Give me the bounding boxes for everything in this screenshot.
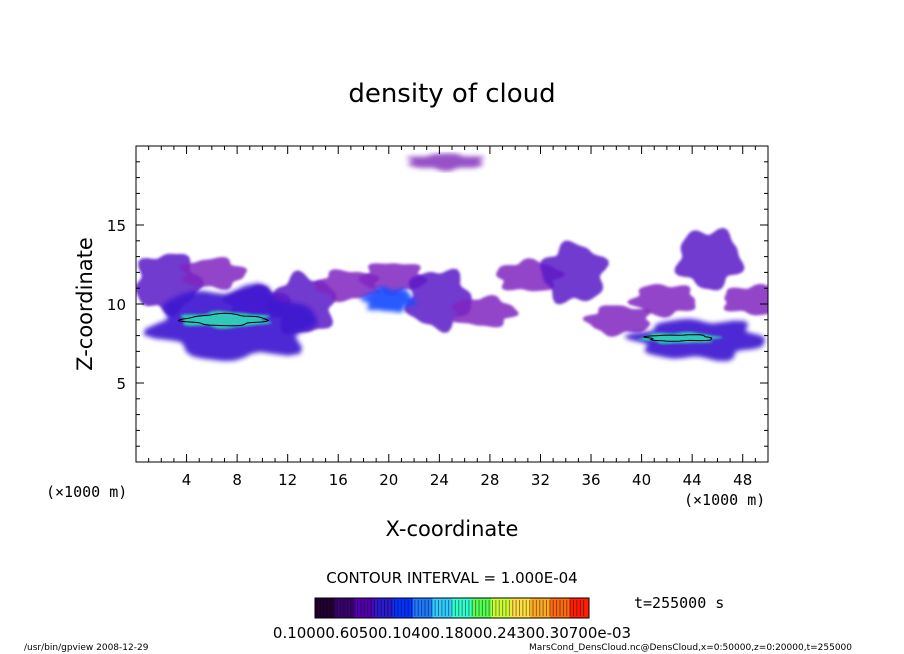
cloud-patch: [451, 295, 519, 328]
y-tick-label: 15: [107, 217, 126, 235]
x-tick-label: 12: [278, 471, 297, 489]
cloud-patch: [582, 305, 651, 337]
footer-program: /usr/bin/gpview 2008-12-29: [24, 643, 149, 653]
colorbar-swatch: [315, 598, 336, 618]
colorbar-swatch: [549, 598, 570, 618]
x-tick-label: 20: [379, 471, 398, 489]
contour-line: [643, 334, 713, 342]
colorbar: [315, 598, 590, 618]
x-tick-label: 24: [430, 471, 449, 489]
x-tick-label: 16: [329, 471, 348, 489]
y-tick-label: 10: [107, 296, 126, 314]
colorbar-swatch: [471, 598, 492, 618]
contour-interval-label: CONTOUR INTERVAL = 1.000E-04: [326, 569, 577, 587]
colorbar-swatch: [354, 598, 375, 618]
colorbar-frame: [314, 597, 590, 619]
colorbar-swatch: [373, 598, 394, 618]
cloud-patch: [627, 284, 696, 318]
colorbar-labels: 0.10000.60500.10400.18000.24300.30700e-0…: [273, 624, 631, 642]
y-unit-label: (×1000 m): [46, 483, 127, 501]
axis-ticks: [136, 146, 768, 462]
cloud-patch: [179, 256, 247, 290]
x-tick-label: 36: [581, 471, 600, 489]
cloud-region: [360, 286, 418, 313]
x-tick-label: 48: [733, 471, 752, 489]
colorbar-swatch: [334, 598, 355, 618]
time-label: t=255000 s: [634, 594, 724, 612]
cloud-patch: [723, 283, 768, 316]
y-tick-label: 5: [116, 375, 126, 393]
colorbar-swatch: [432, 598, 453, 618]
x-tick-label: 44: [683, 471, 702, 489]
colorbar-swatch: [393, 598, 414, 618]
x-unit-label: (×1000 m): [684, 491, 765, 509]
contour-line: [177, 312, 270, 327]
y-tick-labels: 5 10 15: [107, 217, 126, 393]
cloud-patch: [540, 240, 609, 305]
x-tick-label: 4: [182, 471, 192, 489]
x-tick-label: 40: [632, 471, 651, 489]
y-axis-title: Z-coordinate: [73, 237, 97, 371]
footer-source: MarsCond_DensCloud.nc@DensCloud,x=0:5000…: [529, 643, 852, 653]
density-field: [136, 153, 768, 362]
chart-title: density of cloud: [348, 79, 555, 109]
colorbar-swatch: [412, 598, 433, 618]
x-tick-label: 8: [232, 471, 242, 489]
x-tick-labels: 4 8 12 16 20 24 28 32 36 40 44 48: [182, 471, 752, 489]
colorbar-swatch: [569, 598, 590, 618]
x-axis-title: X-coordinate: [386, 517, 519, 541]
colorbar-swatch: [530, 598, 551, 618]
cloud-region: [406, 153, 485, 172]
x-tick-label: 28: [480, 471, 499, 489]
cloud-patch: [674, 227, 745, 291]
colorbar-swatch: [510, 598, 531, 618]
colorbar-swatch: [491, 598, 512, 618]
x-tick-label: 32: [531, 471, 550, 489]
colorbar-swatch: [452, 598, 473, 618]
